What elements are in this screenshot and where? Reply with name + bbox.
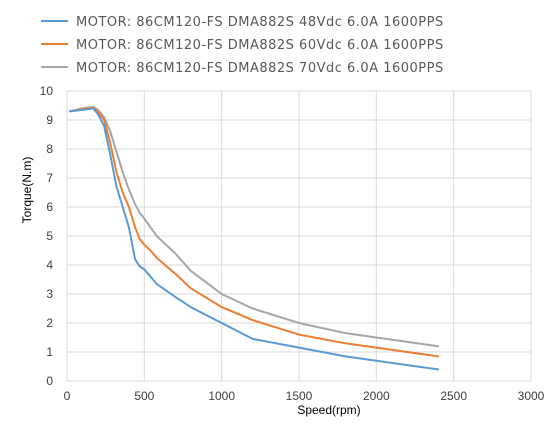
x-tick-label: 2000 [363,389,390,403]
x-axis-label: Speed(rpm) [297,403,360,417]
series-lines [69,105,440,371]
legend-item-1: MOTOR: 86CM120-FS DMA882S 48Vdc 6.0A 160… [41,15,444,30]
y-tick-label: 8 [46,142,53,156]
y-tick-label: 9 [46,113,53,127]
series-line-1 [69,107,440,371]
y-tick-label: 10 [40,84,54,98]
legend-label: MOTOR: 86CM120-FS DMA882S 48Vdc 6.0A 160… [76,15,444,30]
series-line-2 [69,106,440,358]
y-tick-label: 0 [46,374,53,388]
x-tick-label: 2500 [440,389,467,403]
legend-label: MOTOR: 86CM120-FS DMA882S 70Vdc 6.0A 160… [76,61,444,76]
y-axis-label: Torque(N.m) [20,157,34,224]
x-tick-label: 0 [64,389,71,403]
y-tick-label: 6 [46,200,53,214]
legend: MOTOR: 86CM120-FS DMA882S 48Vdc 6.0A 160… [41,15,444,76]
series-line-3 [69,105,440,348]
y-tick-label: 4 [46,258,53,272]
x-tick-label: 3000 [518,389,545,403]
y-tick-label: 2 [46,316,53,330]
y-tick-label: 7 [46,171,53,185]
legend-label: MOTOR: 86CM120-FS DMA882S 60Vdc 6.0A 160… [76,38,444,53]
x-tick-label: 1500 [286,389,313,403]
y-tick-label: 5 [46,229,53,243]
x-tick-label: 500 [134,389,154,403]
x-tick-label: 1000 [208,389,235,403]
x-axis-ticks: 0 500 1000 1500 2000 2500 3000 [64,389,545,403]
y-tick-label: 1 [46,345,53,359]
grid [66,90,532,382]
y-tick-label: 3 [46,287,53,301]
legend-item-3: MOTOR: 86CM120-FS DMA882S 70Vdc 6.0A 160… [41,61,444,76]
legend-item-2: MOTOR: 86CM120-FS DMA882S 60Vdc 6.0A 160… [41,38,444,53]
y-axis-ticks: 0 1 2 3 4 5 6 7 8 9 10 [40,84,54,388]
